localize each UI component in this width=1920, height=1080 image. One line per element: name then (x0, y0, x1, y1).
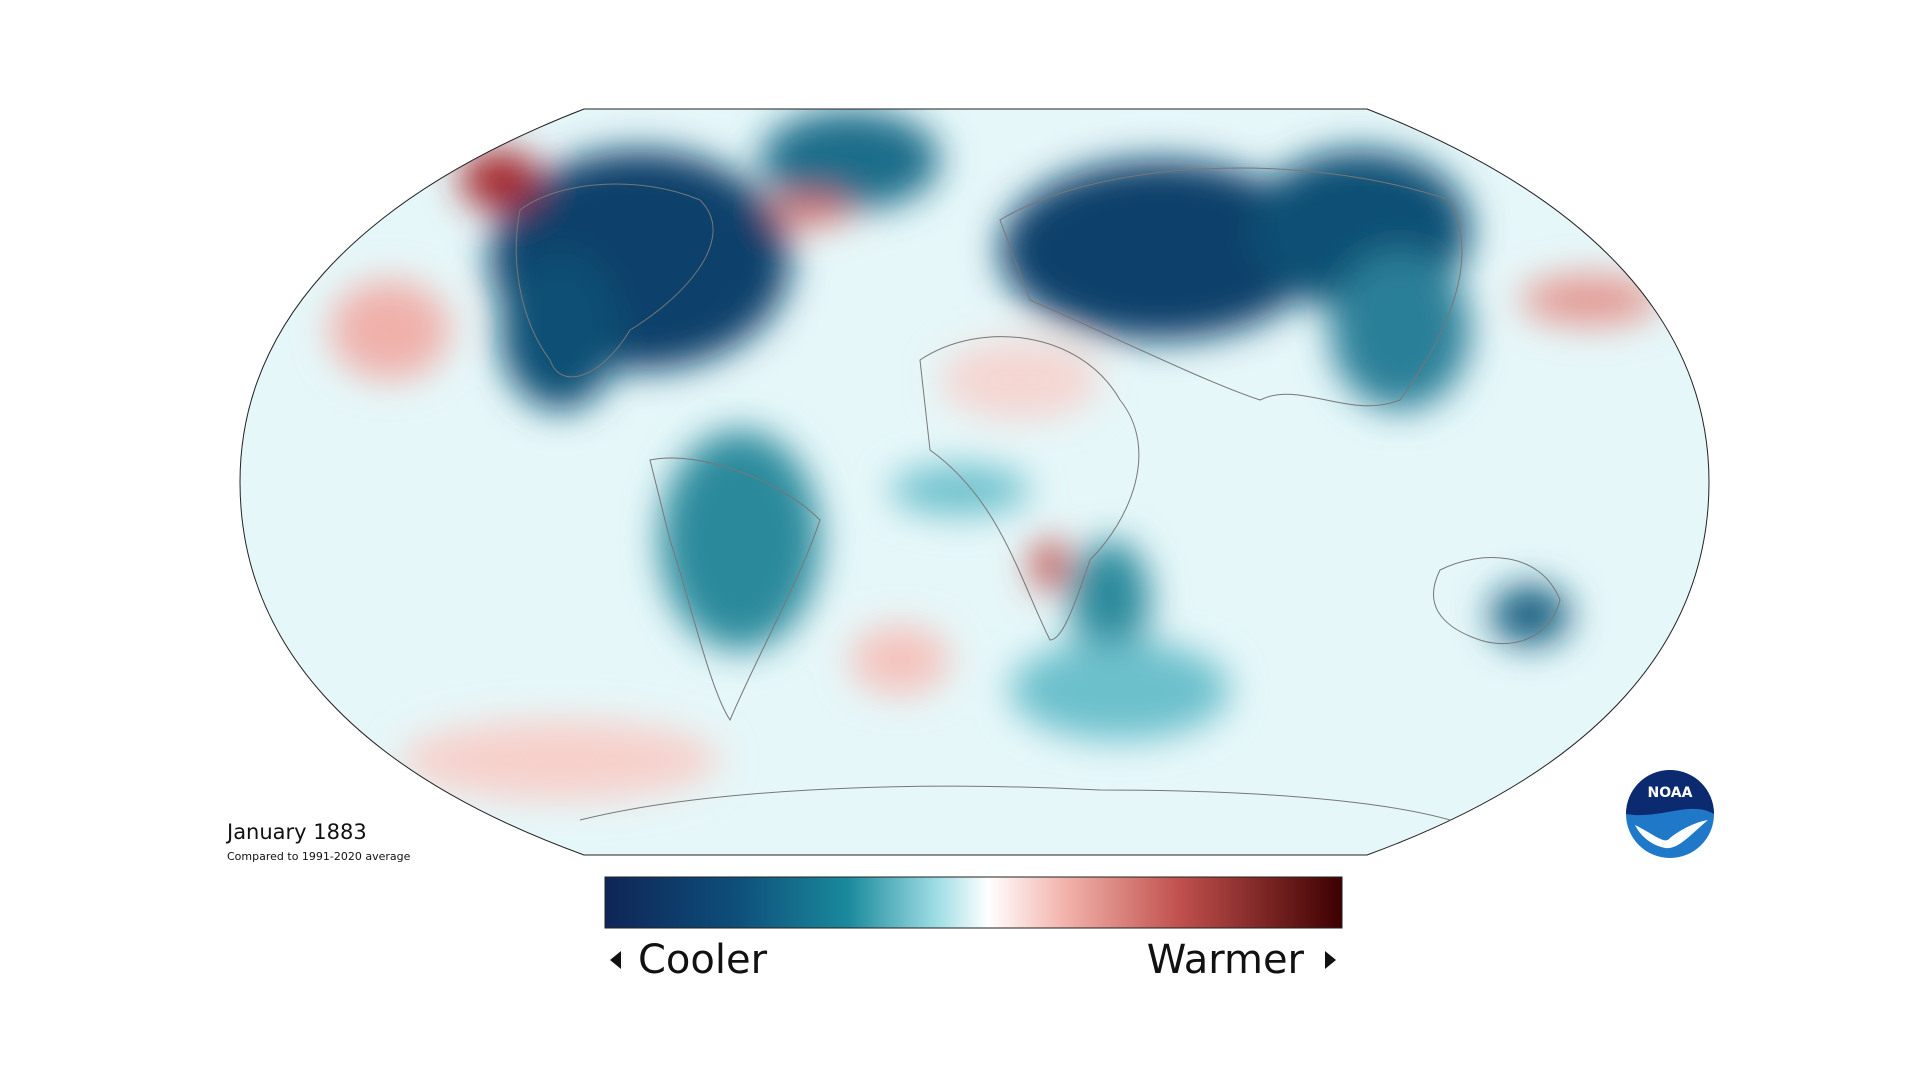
legend-high-label: Warmer (1147, 937, 1305, 983)
legend-low-label: Cooler (638, 937, 768, 983)
logo-top (1626, 770, 1714, 816)
color-bar (604, 876, 1343, 929)
logo-gull (1635, 820, 1708, 849)
map-title: January 1883 (225, 820, 367, 844)
anomaly-field (240, 109, 1709, 855)
cooler-arrow (610, 951, 621, 969)
warmer-arrow (1325, 951, 1336, 969)
coastlines (515, 167, 1561, 821)
noaa-logo: NOAA (1626, 770, 1714, 858)
logo-text: NOAA (1648, 785, 1693, 801)
anomaly-blobs (330, 110, 1660, 800)
map-subtitle: Compared to 1991-2020 average (227, 850, 411, 863)
map-outline (239, 108, 1710, 856)
